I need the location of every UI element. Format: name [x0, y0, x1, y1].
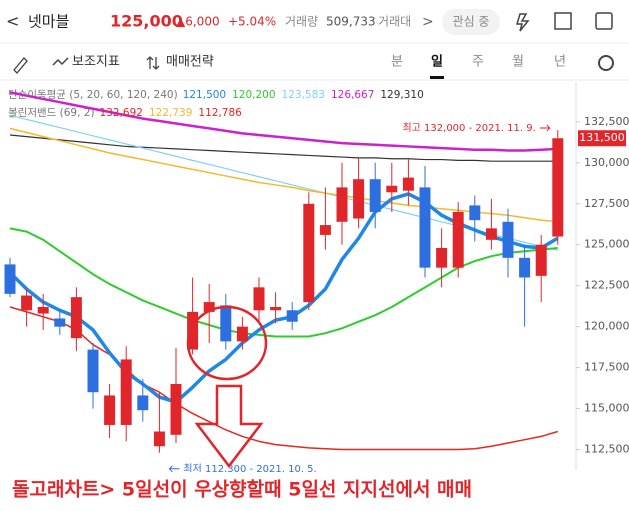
candle-body	[436, 248, 448, 268]
candle-body	[220, 305, 232, 342]
down-arrow	[194, 384, 264, 469]
y-tick-label: 120,000	[584, 320, 629, 333]
candle-body	[452, 211, 464, 268]
low-arrow	[168, 465, 180, 473]
candle-body	[87, 349, 99, 393]
candle-body	[286, 310, 298, 322]
next-button[interactable]: >	[422, 14, 434, 30]
amount-label: 거래대	[378, 15, 411, 29]
y-tick-label: 117,500	[584, 361, 629, 374]
candle-body	[519, 257, 531, 278]
candle-body	[170, 383, 182, 435]
candle-body	[336, 187, 348, 222]
candle-body	[319, 225, 331, 235]
stock-name: 넷마블	[28, 13, 69, 31]
draw-icon[interactable]	[13, 57, 28, 74]
indicator-icon[interactable]	[52, 57, 69, 66]
y-tick-label: 127,500	[584, 197, 629, 210]
bb-legend: 볼린저밴드 (69, 2)	[8, 107, 95, 119]
active-underline	[430, 76, 444, 79]
ma-line	[9, 127, 558, 223]
candle-body	[303, 203, 315, 303]
change: ▲6,000	[176, 15, 220, 29]
candle-body	[187, 311, 199, 350]
price: 125,000	[110, 12, 183, 31]
edit-icon[interactable]	[554, 12, 572, 30]
price-tag: 131,500	[579, 131, 625, 144]
low-annotation: 최저 112,300 - 2021. 10. 5.	[183, 463, 316, 475]
strategy-button[interactable]: 매매전략	[166, 55, 214, 70]
candle-body	[4, 264, 16, 294]
candle-body	[37, 306, 49, 314]
legend-value: 126,667	[331, 89, 374, 101]
volume-label: 거래량	[285, 15, 318, 29]
legend-value: 120,200	[232, 89, 275, 101]
legend-value: 123,583	[282, 89, 325, 101]
period-tab[interactable]: 분	[391, 55, 403, 70]
candle-body	[54, 318, 66, 327]
period-tab[interactable]: 일	[431, 55, 443, 70]
high-arrow	[539, 124, 551, 132]
candle-body	[70, 297, 82, 339]
indicator-button[interactable]: 보조지표	[72, 55, 120, 70]
period-tab[interactable]: 월	[512, 55, 524, 70]
watch-label[interactable]: 관심 중	[453, 15, 490, 29]
legend-value: 132,692	[100, 107, 143, 119]
y-tick-label: 125,000	[584, 238, 629, 251]
strategy-icon[interactable]	[146, 56, 160, 70]
candle-body	[153, 431, 165, 447]
candle-body	[485, 228, 497, 240]
y-tick-label: 115,000	[584, 402, 629, 415]
high-annotation: 최고 132,000 - 2021. 11. 9.	[402, 122, 535, 134]
candle-body	[469, 205, 481, 221]
y-tick-label: 112,500	[584, 443, 629, 456]
candle-body	[21, 295, 33, 311]
candle-body	[502, 221, 514, 258]
highlight-circle	[186, 305, 268, 381]
back-button[interactable]: <	[6, 12, 19, 31]
plot-area: 112,500 115,000 117,500 120,000 122,500 125,0…	[4, 91, 629, 475]
change-rate: +5.04%	[228, 15, 276, 29]
candle-body	[270, 306, 282, 311]
caption: 돌고래차트> 5일선이 우상향할때 5일선 지지선에서 매매	[12, 478, 472, 501]
candle-body	[253, 287, 265, 311]
candle-body	[236, 326, 248, 342]
ma-line	[9, 91, 558, 152]
legend-value: 122,739	[149, 107, 192, 119]
price-tag-bg	[578, 130, 626, 147]
legend-value: 112,786	[198, 107, 242, 119]
y-tick-label: 132,500	[584, 115, 629, 128]
period-tab[interactable]: 주	[472, 55, 484, 70]
ma-line	[9, 134, 558, 162]
ma-line	[9, 306, 559, 451]
ma-line	[8, 192, 559, 404]
candle-body	[552, 138, 564, 237]
candle-body	[402, 177, 414, 191]
candle-body	[369, 179, 381, 212]
candle-body	[120, 359, 132, 425]
watch-button[interactable]	[442, 9, 500, 35]
alert-icon[interactable]	[515, 13, 530, 32]
candle-body	[353, 179, 365, 219]
period-tab[interactable]: 년	[554, 55, 566, 70]
candle-body	[419, 187, 431, 268]
candle-body	[137, 395, 149, 411]
ma-line	[9, 227, 558, 338]
ma-legend: 단순이동평균 (5, 20, 60, 120, 240)	[8, 89, 178, 101]
volume: 509,733	[326, 15, 376, 29]
candle-body	[535, 244, 547, 276]
settings-icon[interactable]	[598, 55, 614, 71]
caption-bg	[0, 472, 629, 511]
candle-body	[104, 395, 116, 425]
y-tick-label: 122,500	[584, 279, 629, 292]
candle-body	[386, 185, 398, 193]
candle-body	[203, 302, 215, 312]
y-tick-label: 130,000	[584, 156, 629, 169]
layout-icon[interactable]	[595, 12, 613, 30]
legend-value: 121,500	[183, 89, 226, 101]
legend-value: 129,310	[380, 89, 423, 101]
